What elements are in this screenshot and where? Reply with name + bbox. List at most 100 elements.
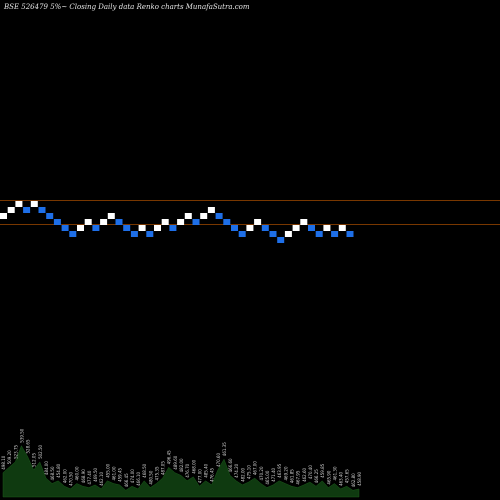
volume-price-label: 523.75 [13,444,18,458]
volume-price-label: 469.20 [283,466,288,480]
renko-brick-down [115,219,123,225]
volume-price-label: 460.00 [75,466,80,480]
renko-brick-up [100,219,108,225]
renko-brick-down [130,231,138,237]
volume-price-label: 461.35 [222,442,227,456]
volume-price-label: 485.40 [204,463,209,477]
volume-price-label: 455.00 [105,463,110,477]
renko-brick-up [246,225,254,231]
renko-brick-up [154,225,161,231]
volume-price-label: 465.00 [265,470,270,484]
renko-brick-up [200,213,208,219]
volume-price-label: 462.60 [302,467,307,481]
volume-price-label: 484.00 [44,461,49,475]
volume-price-label: 496.45 [167,450,172,464]
renko-brick-down [315,231,323,237]
renko-brick-up [161,219,169,225]
volume-price-label: 477.00 [197,469,202,483]
renko-brick-down [61,225,69,231]
renko-brick-up [177,219,185,225]
volume-price-label: 509.20 [7,450,12,464]
volume-price-label: 462.00 [62,469,67,483]
renko-brick-down [192,219,200,225]
volume-price-label: 467.00 [253,461,258,475]
volume-price-label: 477.40 [87,470,92,484]
volume-price-label: 470.50 [69,471,74,485]
volume-price-label: 512.05 [32,453,37,467]
renko-brick-down [269,231,277,237]
renko-brick-down [231,225,238,231]
volume-area [2,445,360,498]
renko-brick-down [92,225,100,231]
renko-brick-down [331,231,339,237]
volume-price-label: 466.25 [314,469,319,483]
renko-brick-down [277,237,285,243]
volume-price-label: 463.40 [339,471,344,485]
renko-brick-down [53,219,61,225]
volume-price-label: 476.45 [210,467,215,481]
volume-price-label: 466.10 [136,471,141,485]
chart-title: BSE 526479 5%~ Closing Daily data Renko … [4,3,250,11]
volume-price-label: 469.50 [93,467,98,481]
volume-price-label: 457.65 [345,469,350,483]
volume-price-label: 470.40 [308,465,313,479]
volume-price-label: 502.50 [38,444,43,458]
renko-brick-up [207,207,215,213]
renko-brick-down [223,219,231,225]
volume-price-label: 468.50 [50,466,55,480]
volume-price-label: 466.60 [228,458,233,472]
renko-brick-up [0,213,7,219]
renko-brick-down [238,231,246,237]
volume-price-label: 462.80 [351,473,356,487]
renko-brick-down [146,231,154,237]
volume-price-label: 465.90 [326,470,331,484]
volume-price-label: 482.00 [240,467,245,481]
renko-brick-down [215,213,223,219]
volume-price-label: 461.00 [112,466,117,480]
volume-price-label: 467.95 [296,470,301,484]
volume-price-label: 471.40 [271,467,276,481]
volume-price-label: 539.50 [19,428,24,442]
renko-brick-down [38,207,46,213]
volume-price-label: 487.05 [161,461,166,475]
volume-price-label: 462.10 [99,471,104,485]
volume-price-label: 470.60 [216,453,221,467]
volume-price-label: 475.35 [154,466,159,480]
volume-price-label: 458.90 [357,471,362,485]
volume-price-label: 463.95 [277,463,282,477]
volume-price-label: 468.00 [191,459,196,473]
volume-price-label: 461.85 [290,469,295,483]
renko-brick-down [261,225,269,231]
volume-price-label: 459.45 [118,467,123,481]
renko-brick-up [284,231,292,237]
renko-brick-down [123,225,131,231]
renko-brick-up [338,225,346,231]
volume-price-label: 489.60 [173,455,178,469]
renko-brick-down [69,231,77,237]
volume-price-label: 468.90 [81,469,86,483]
renko-brick-up [107,213,115,219]
renko-brick-up [292,225,300,231]
renko-brick-up [300,219,308,225]
volume-price-label: 480.50 [148,470,153,484]
volume-price-label: 482.00 [179,458,184,472]
volume-price-label: 461.30 [332,466,337,480]
volume-price-label: 466.45 [124,473,129,487]
volume-price-label: 474.00 [130,469,135,483]
volume-price-label: 475.10 [247,465,252,479]
renko-brick-up [77,225,84,231]
renko-brick-up [323,225,331,231]
renko-brick-up [184,213,192,219]
volume-price-label: 459.85 [320,463,325,477]
renko-brick-up [84,219,92,225]
renko-brick-down [46,213,54,219]
volume-price-label: 454.80 [56,463,61,477]
volume-price-label: 474.20 [234,463,239,477]
volume-price-label: 528.65 [26,439,31,453]
renko-brick-up [15,201,23,207]
renko-brick-down [23,207,31,213]
volume-price-label: 476.70 [185,463,190,477]
volume-price-label: 468.50 [142,463,147,477]
